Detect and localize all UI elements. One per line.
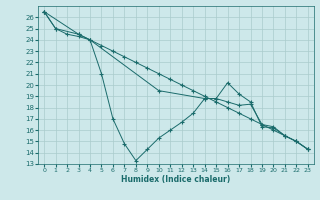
X-axis label: Humidex (Indice chaleur): Humidex (Indice chaleur): [121, 175, 231, 184]
